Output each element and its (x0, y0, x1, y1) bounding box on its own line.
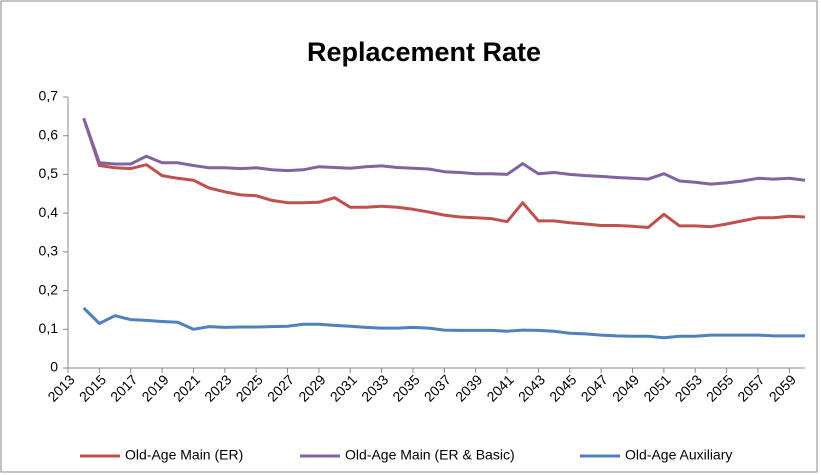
legend-label: Old-Age Main (ER & Basic) (345, 447, 515, 463)
y-tick-label: 0,6 (39, 126, 59, 142)
y-tick-label: 0,3 (39, 243, 59, 259)
y-tick-label: 0 (50, 359, 58, 375)
y-tick-label: 0,2 (39, 281, 59, 297)
y-tick-label: 0,1 (39, 320, 59, 336)
y-tick-label: 0,5 (39, 165, 59, 181)
series-line (82, 117, 806, 186)
y-tick-label: 0,7 (39, 88, 59, 104)
series-line (82, 117, 806, 229)
legend-label: Old-Age Auxiliary (625, 447, 732, 463)
legend-label: Old-Age Main (ER) (125, 447, 243, 463)
series-line (82, 306, 805, 340)
chart-title: Replacement Rate (307, 37, 541, 67)
y-tick-label: 0,4 (39, 204, 59, 220)
